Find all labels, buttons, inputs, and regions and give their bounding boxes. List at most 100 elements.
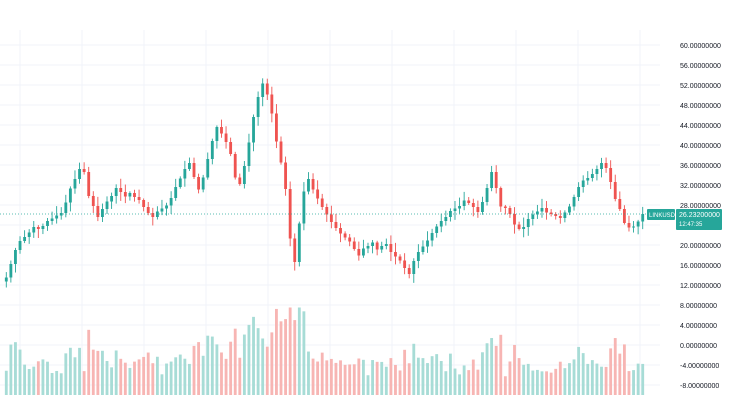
candle-body (174, 187, 178, 198)
volume-bar (503, 376, 507, 395)
price-tick-label: 12.00000000 (680, 283, 721, 290)
candle-body (201, 177, 205, 190)
volume-bar (430, 356, 434, 395)
candle-body (398, 256, 402, 261)
volume-bar (59, 373, 63, 395)
volume-bar (508, 361, 512, 395)
volume-bar (142, 356, 146, 395)
candle-body (210, 141, 214, 159)
volume-bar (82, 371, 86, 395)
volume-bar (435, 354, 439, 395)
candle-body (467, 200, 471, 203)
candle-body (284, 162, 288, 189)
candle-body (36, 227, 40, 229)
candle-body (128, 193, 132, 197)
volume-bar (23, 364, 27, 395)
candle-body (586, 178, 590, 181)
volume-bar (403, 349, 407, 395)
candle-body (192, 163, 196, 177)
candle-body (476, 207, 480, 212)
candle-body (110, 196, 114, 202)
candle-body (197, 177, 201, 190)
volume-bar (68, 347, 72, 395)
candle-body (535, 211, 539, 215)
volume-bar (554, 368, 558, 395)
volume-bar (604, 366, 608, 395)
candle-body (155, 211, 159, 217)
candle-body (105, 201, 109, 209)
volume-bar (398, 370, 402, 395)
volume-bar (371, 360, 374, 395)
volume-bar (545, 371, 548, 395)
volume-bar (458, 374, 461, 395)
candle-body (613, 182, 617, 199)
candle-body (247, 142, 251, 166)
volume-bar (224, 358, 228, 395)
volume-bar (197, 342, 201, 395)
last-price-tag: LINKUSD 26.23200000 12:47:35 (647, 209, 722, 230)
candle-body (531, 214, 535, 219)
volume-bar (155, 356, 159, 395)
volume-bar (36, 361, 40, 395)
volume-bar (215, 344, 219, 395)
candle-body (508, 208, 512, 214)
candle-body (403, 260, 407, 268)
volume-bar (499, 334, 503, 395)
candle-body (165, 205, 168, 209)
volume-bar (348, 364, 352, 395)
candle-body (609, 168, 613, 182)
volume-bar (183, 358, 187, 395)
candle-body (224, 133, 228, 142)
volume-bar (50, 373, 54, 395)
volume-tick-label: -8.00000000 (680, 383, 719, 390)
volume-bar (64, 353, 68, 395)
candle-body (348, 237, 352, 242)
candle-body (142, 200, 146, 207)
price-tag-box (676, 209, 722, 230)
price-tick-label: 40.00000000 (680, 143, 721, 150)
candle-body (206, 159, 210, 178)
volume-bar (329, 358, 333, 395)
price-tick-label: 56.00000000 (680, 63, 721, 70)
volume-bar (416, 357, 420, 395)
candle-body (407, 268, 411, 274)
volume-bar (600, 366, 603, 395)
volume-bar (540, 371, 544, 395)
price-tick-label: 36.00000000 (680, 163, 721, 170)
candle-body (545, 208, 548, 213)
volume-bar (632, 370, 635, 395)
candle-body (563, 212, 567, 218)
candle-body (316, 189, 320, 199)
volume-bar (297, 307, 301, 395)
candle-body (87, 172, 91, 196)
volume-tick-label: 4.00000000 (680, 323, 717, 330)
candle-body (275, 113, 278, 142)
volume-bars (4, 307, 645, 395)
candle-body (361, 248, 365, 256)
candle-body (14, 250, 17, 264)
candle-body (389, 244, 393, 252)
candle-body (627, 223, 631, 228)
volume-bar (613, 338, 617, 395)
volume-bar (288, 307, 292, 395)
volume-bar (343, 364, 347, 395)
price-tick-label: 16.00000000 (680, 263, 721, 270)
candle-body (641, 214, 645, 222)
volume-bar (316, 361, 320, 395)
volume-bar (526, 363, 530, 395)
price-tick-label: 60.00000000 (680, 43, 721, 50)
candle-body (9, 264, 13, 278)
volume-bar (636, 363, 640, 395)
volume-bar (78, 347, 81, 395)
volume-bar (384, 366, 388, 395)
candle-body (288, 189, 292, 239)
price-candles (4, 78, 645, 288)
volume-bar (572, 359, 576, 395)
volume-bar (394, 364, 397, 395)
candle-body (549, 212, 553, 214)
candle-body (297, 223, 301, 262)
candle-body (4, 277, 8, 282)
candle-body (114, 188, 118, 196)
candle-body (27, 232, 31, 237)
